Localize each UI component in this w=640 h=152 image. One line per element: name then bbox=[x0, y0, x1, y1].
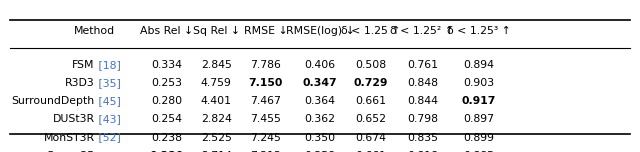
Text: 0.899: 0.899 bbox=[463, 133, 494, 143]
Text: Spann3R: Spann3R bbox=[46, 151, 95, 152]
Text: 2.845: 2.845 bbox=[201, 60, 232, 70]
Text: 7.313: 7.313 bbox=[250, 151, 281, 152]
Text: 0.761: 0.761 bbox=[407, 60, 438, 70]
Text: 7.150: 7.150 bbox=[248, 78, 283, 88]
Text: R3D3: R3D3 bbox=[65, 78, 95, 88]
Text: RMSE(log) ↓: RMSE(log) ↓ bbox=[285, 26, 355, 36]
Text: 0.362: 0.362 bbox=[305, 114, 335, 124]
Text: RMSE ↓: RMSE ↓ bbox=[244, 26, 287, 36]
Text: 0.347: 0.347 bbox=[303, 78, 337, 88]
Text: [35]: [35] bbox=[95, 78, 120, 88]
Text: 0.897: 0.897 bbox=[463, 114, 494, 124]
Text: Sq Rel ↓: Sq Rel ↓ bbox=[193, 26, 240, 36]
Text: 0.358: 0.358 bbox=[305, 151, 335, 152]
Text: δ < 1.25² ↑: δ < 1.25² ↑ bbox=[390, 26, 454, 36]
Text: [43]: [43] bbox=[95, 114, 120, 124]
Text: 7.467: 7.467 bbox=[250, 96, 281, 106]
Text: 0.818: 0.818 bbox=[407, 151, 438, 152]
Text: 0.844: 0.844 bbox=[407, 96, 438, 106]
Text: 0.652: 0.652 bbox=[356, 114, 387, 124]
Text: Method: Method bbox=[74, 26, 115, 36]
Text: 0.364: 0.364 bbox=[305, 96, 335, 106]
Text: 0.280: 0.280 bbox=[151, 96, 182, 106]
Text: [18]: [18] bbox=[95, 60, 120, 70]
Text: 0.406: 0.406 bbox=[305, 60, 335, 70]
Text: SurroundDepth: SurroundDepth bbox=[12, 96, 95, 106]
Text: MonST3R: MonST3R bbox=[44, 133, 95, 143]
Text: DUSt3R: DUSt3R bbox=[52, 114, 95, 124]
Text: 0.798: 0.798 bbox=[407, 114, 438, 124]
Text: 2.525: 2.525 bbox=[201, 133, 232, 143]
Text: 0.894: 0.894 bbox=[463, 60, 494, 70]
Text: 7.455: 7.455 bbox=[250, 114, 281, 124]
Text: 4.401: 4.401 bbox=[201, 96, 232, 106]
Text: 2.824: 2.824 bbox=[201, 114, 232, 124]
Text: 7.245: 7.245 bbox=[250, 133, 281, 143]
Text: 0.903: 0.903 bbox=[463, 78, 494, 88]
Text: 0.661: 0.661 bbox=[356, 96, 387, 106]
Text: 0.229: 0.229 bbox=[149, 151, 184, 152]
Text: [45]: [45] bbox=[95, 96, 120, 106]
Text: 0.254: 0.254 bbox=[151, 114, 182, 124]
Text: 0.835: 0.835 bbox=[407, 133, 438, 143]
Text: δ < 1.25 ↑: δ < 1.25 ↑ bbox=[342, 26, 401, 36]
Text: 0.848: 0.848 bbox=[407, 78, 438, 88]
Text: 0.253: 0.253 bbox=[151, 78, 182, 88]
Text: 0.334: 0.334 bbox=[151, 60, 182, 70]
Text: 0.885: 0.885 bbox=[463, 151, 494, 152]
Text: 0.238: 0.238 bbox=[151, 133, 182, 143]
Text: 2.714: 2.714 bbox=[201, 151, 232, 152]
Text: 0.350: 0.350 bbox=[305, 133, 335, 143]
Text: [41]: [41] bbox=[95, 151, 120, 152]
Text: 0.917: 0.917 bbox=[461, 96, 496, 106]
Text: 0.661: 0.661 bbox=[356, 151, 387, 152]
Text: δ < 1.25³ ↑: δ < 1.25³ ↑ bbox=[447, 26, 511, 36]
Text: 4.759: 4.759 bbox=[201, 78, 232, 88]
Text: 0.674: 0.674 bbox=[356, 133, 387, 143]
Text: 0.508: 0.508 bbox=[356, 60, 387, 70]
Text: 0.729: 0.729 bbox=[354, 78, 388, 88]
Text: 7.786: 7.786 bbox=[250, 60, 281, 70]
Text: FSM: FSM bbox=[72, 60, 95, 70]
Text: Abs Rel ↓: Abs Rel ↓ bbox=[140, 26, 193, 36]
Text: [52]: [52] bbox=[95, 133, 120, 143]
